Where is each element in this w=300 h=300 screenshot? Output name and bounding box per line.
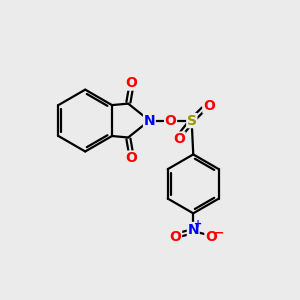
Text: −: − bbox=[214, 226, 224, 239]
Text: O: O bbox=[170, 230, 182, 244]
Text: O: O bbox=[203, 99, 215, 113]
Text: O: O bbox=[173, 132, 185, 146]
Text: S: S bbox=[187, 114, 197, 128]
Text: O: O bbox=[125, 151, 137, 165]
Text: +: + bbox=[194, 219, 202, 229]
Text: O: O bbox=[205, 230, 217, 244]
Text: N: N bbox=[188, 223, 199, 236]
Text: N: N bbox=[144, 114, 155, 128]
Text: O: O bbox=[165, 114, 176, 128]
Text: O: O bbox=[125, 76, 137, 90]
